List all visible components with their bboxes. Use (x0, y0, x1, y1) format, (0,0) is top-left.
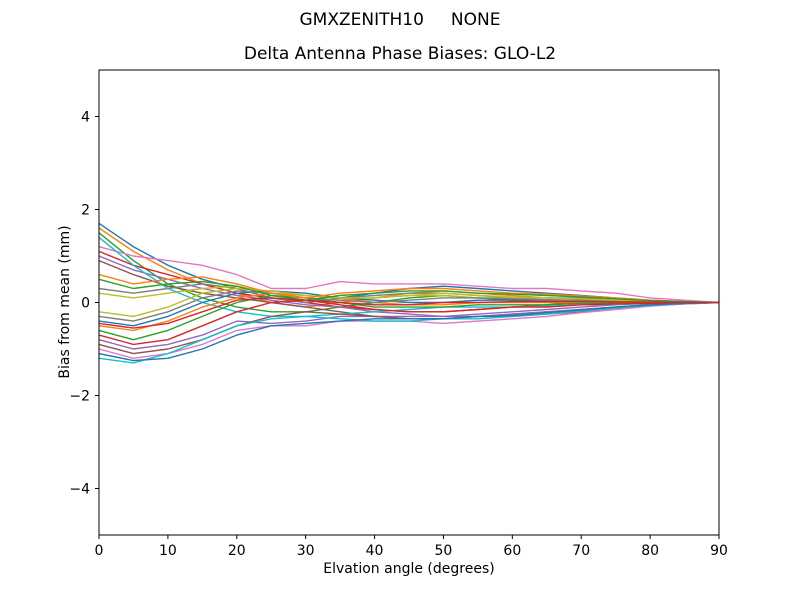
x-tick-label: 40 (366, 543, 384, 559)
x-tick-label: 30 (297, 543, 315, 559)
x-tick-label: 50 (435, 543, 453, 559)
series-line (98, 246, 720, 304)
series-line (98, 273, 720, 304)
series-line (98, 287, 720, 318)
y-tick-label: 0 (81, 296, 90, 312)
x-axis-label: Elvation angle (degrees) (323, 561, 495, 577)
x-tick-label: 0 (95, 543, 104, 559)
series-line (98, 297, 719, 329)
x-tick-label: 90 (710, 543, 728, 559)
x-tick-label: 70 (572, 543, 590, 559)
y-tick-label: 2 (81, 203, 90, 219)
x-tick-label: 10 (159, 543, 177, 559)
series-line (98, 299, 720, 346)
x-tick-label: 60 (503, 543, 521, 559)
y-tick-label: −2 (69, 389, 90, 405)
series-line (98, 301, 720, 364)
x-tick-label: 80 (641, 543, 659, 559)
chart-suptitle: GMXZENITH10 NONE (299, 10, 501, 30)
chart-title: Delta Antenna Phase Biases: GLO-L2 (243, 44, 557, 64)
series-line (98, 278, 720, 304)
series-line (98, 301, 720, 362)
y-tick-label: 4 (81, 110, 90, 126)
x-tick-label: 20 (228, 543, 246, 559)
y-tick-label: −4 (69, 482, 90, 498)
